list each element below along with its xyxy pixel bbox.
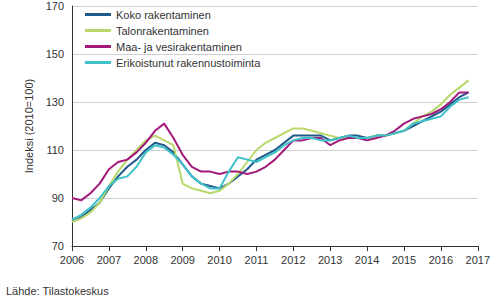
svg-text:170: 170 [46,0,64,12]
svg-text:2012: 2012 [281,254,305,266]
svg-text:150: 150 [46,48,64,60]
svg-text:90: 90 [52,192,64,204]
svg-text:Koko rakentaminen: Koko rakentaminen [116,9,211,21]
svg-text:2016: 2016 [429,254,453,266]
svg-text:2008: 2008 [134,254,158,266]
svg-text:70: 70 [52,240,64,252]
svg-text:110: 110 [46,144,64,156]
svg-text:130: 130 [46,96,64,108]
svg-text:2013: 2013 [318,254,342,266]
svg-text:2010: 2010 [207,254,231,266]
svg-text:2006: 2006 [60,254,84,266]
svg-text:2009: 2009 [170,254,194,266]
svg-text:Indeksi (2010=100): Indeksi (2010=100) [23,79,35,173]
svg-text:Erikoistunut rakennustoiminta: Erikoistunut rakennustoiminta [116,57,261,69]
svg-text:Talonrakentaminen: Talonrakentaminen [116,25,209,37]
svg-text:2015: 2015 [392,254,416,266]
svg-text:2014: 2014 [355,254,379,266]
svg-text:2011: 2011 [245,254,269,266]
svg-text:2007: 2007 [97,254,121,266]
svg-text:Maa- ja vesirakentaminen: Maa- ja vesirakentaminen [116,41,242,53]
svg-text:Lähde: Tilastokeskus: Lähde: Tilastokeskus [6,285,109,297]
svg-text:2017: 2017 [466,254,490,266]
